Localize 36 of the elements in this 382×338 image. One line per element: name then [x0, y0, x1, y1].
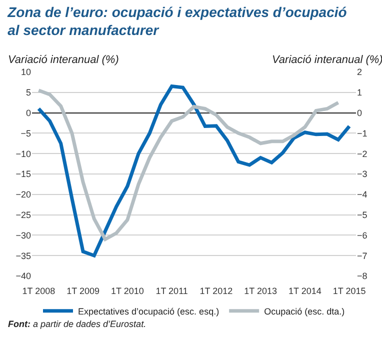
x-tick-label: 1T 2009	[66, 286, 100, 296]
y-tick-label: −10	[16, 148, 31, 159]
y2-tick-label: −8	[357, 271, 368, 282]
y2-tick-label: −1	[357, 128, 368, 138]
y-tick-label: −15	[16, 169, 31, 180]
y-tick-label: 0	[26, 108, 31, 118]
legend-label: Ocupació (esc. dta.)	[264, 306, 345, 316]
x-tick-label: 1T 2010	[110, 286, 144, 296]
y2-tick-label: −6	[357, 230, 368, 240]
y-tick-label: −20	[16, 190, 31, 200]
y-tick-label: −40	[16, 271, 31, 282]
y2-tick-label: 1	[357, 88, 362, 98]
x-tick-label: 1T 2012	[200, 286, 233, 296]
x-tick-label: 1T 2013	[244, 286, 278, 296]
x-tick-label: 1T 2008	[22, 286, 56, 296]
y2-tick-label: −4	[357, 190, 368, 200]
legend-label: Expectatives d’ocupació (esc. esq.)	[78, 306, 220, 316]
y2-tick-label: −5	[357, 210, 368, 220]
text: Font: a partir de dades d’Eurostat.	[8, 319, 146, 329]
y-tick-label: 5	[26, 88, 31, 98]
y-tick-label: 10	[20, 67, 31, 78]
chart-title: Zona de l’euro: ocupació i expectatives d’ocupació al sector manufacturer	[6, 4, 348, 38]
y-tick-label: −30	[16, 230, 31, 240]
y2-tick-label: 0	[357, 108, 362, 118]
y2-tick-label: 2	[357, 67, 362, 78]
y2-axis-title: Variació interanual (%)	[272, 54, 382, 66]
x-tick-label: 1T 2011	[156, 286, 188, 296]
y-tick-label: −35	[16, 250, 31, 261]
y-axis-title: Variació interanual (%)	[8, 54, 120, 66]
y2-tick-label: −3	[357, 169, 368, 180]
y-tick-label: −5	[20, 128, 31, 138]
x-tick-label: 1T 2014	[288, 286, 322, 296]
y2-tick-label: −7	[357, 250, 368, 261]
y-tick-label: −25	[16, 210, 31, 220]
x-tick-label: 1T 2015	[332, 286, 366, 296]
y2-tick-label: −2	[357, 148, 368, 159]
